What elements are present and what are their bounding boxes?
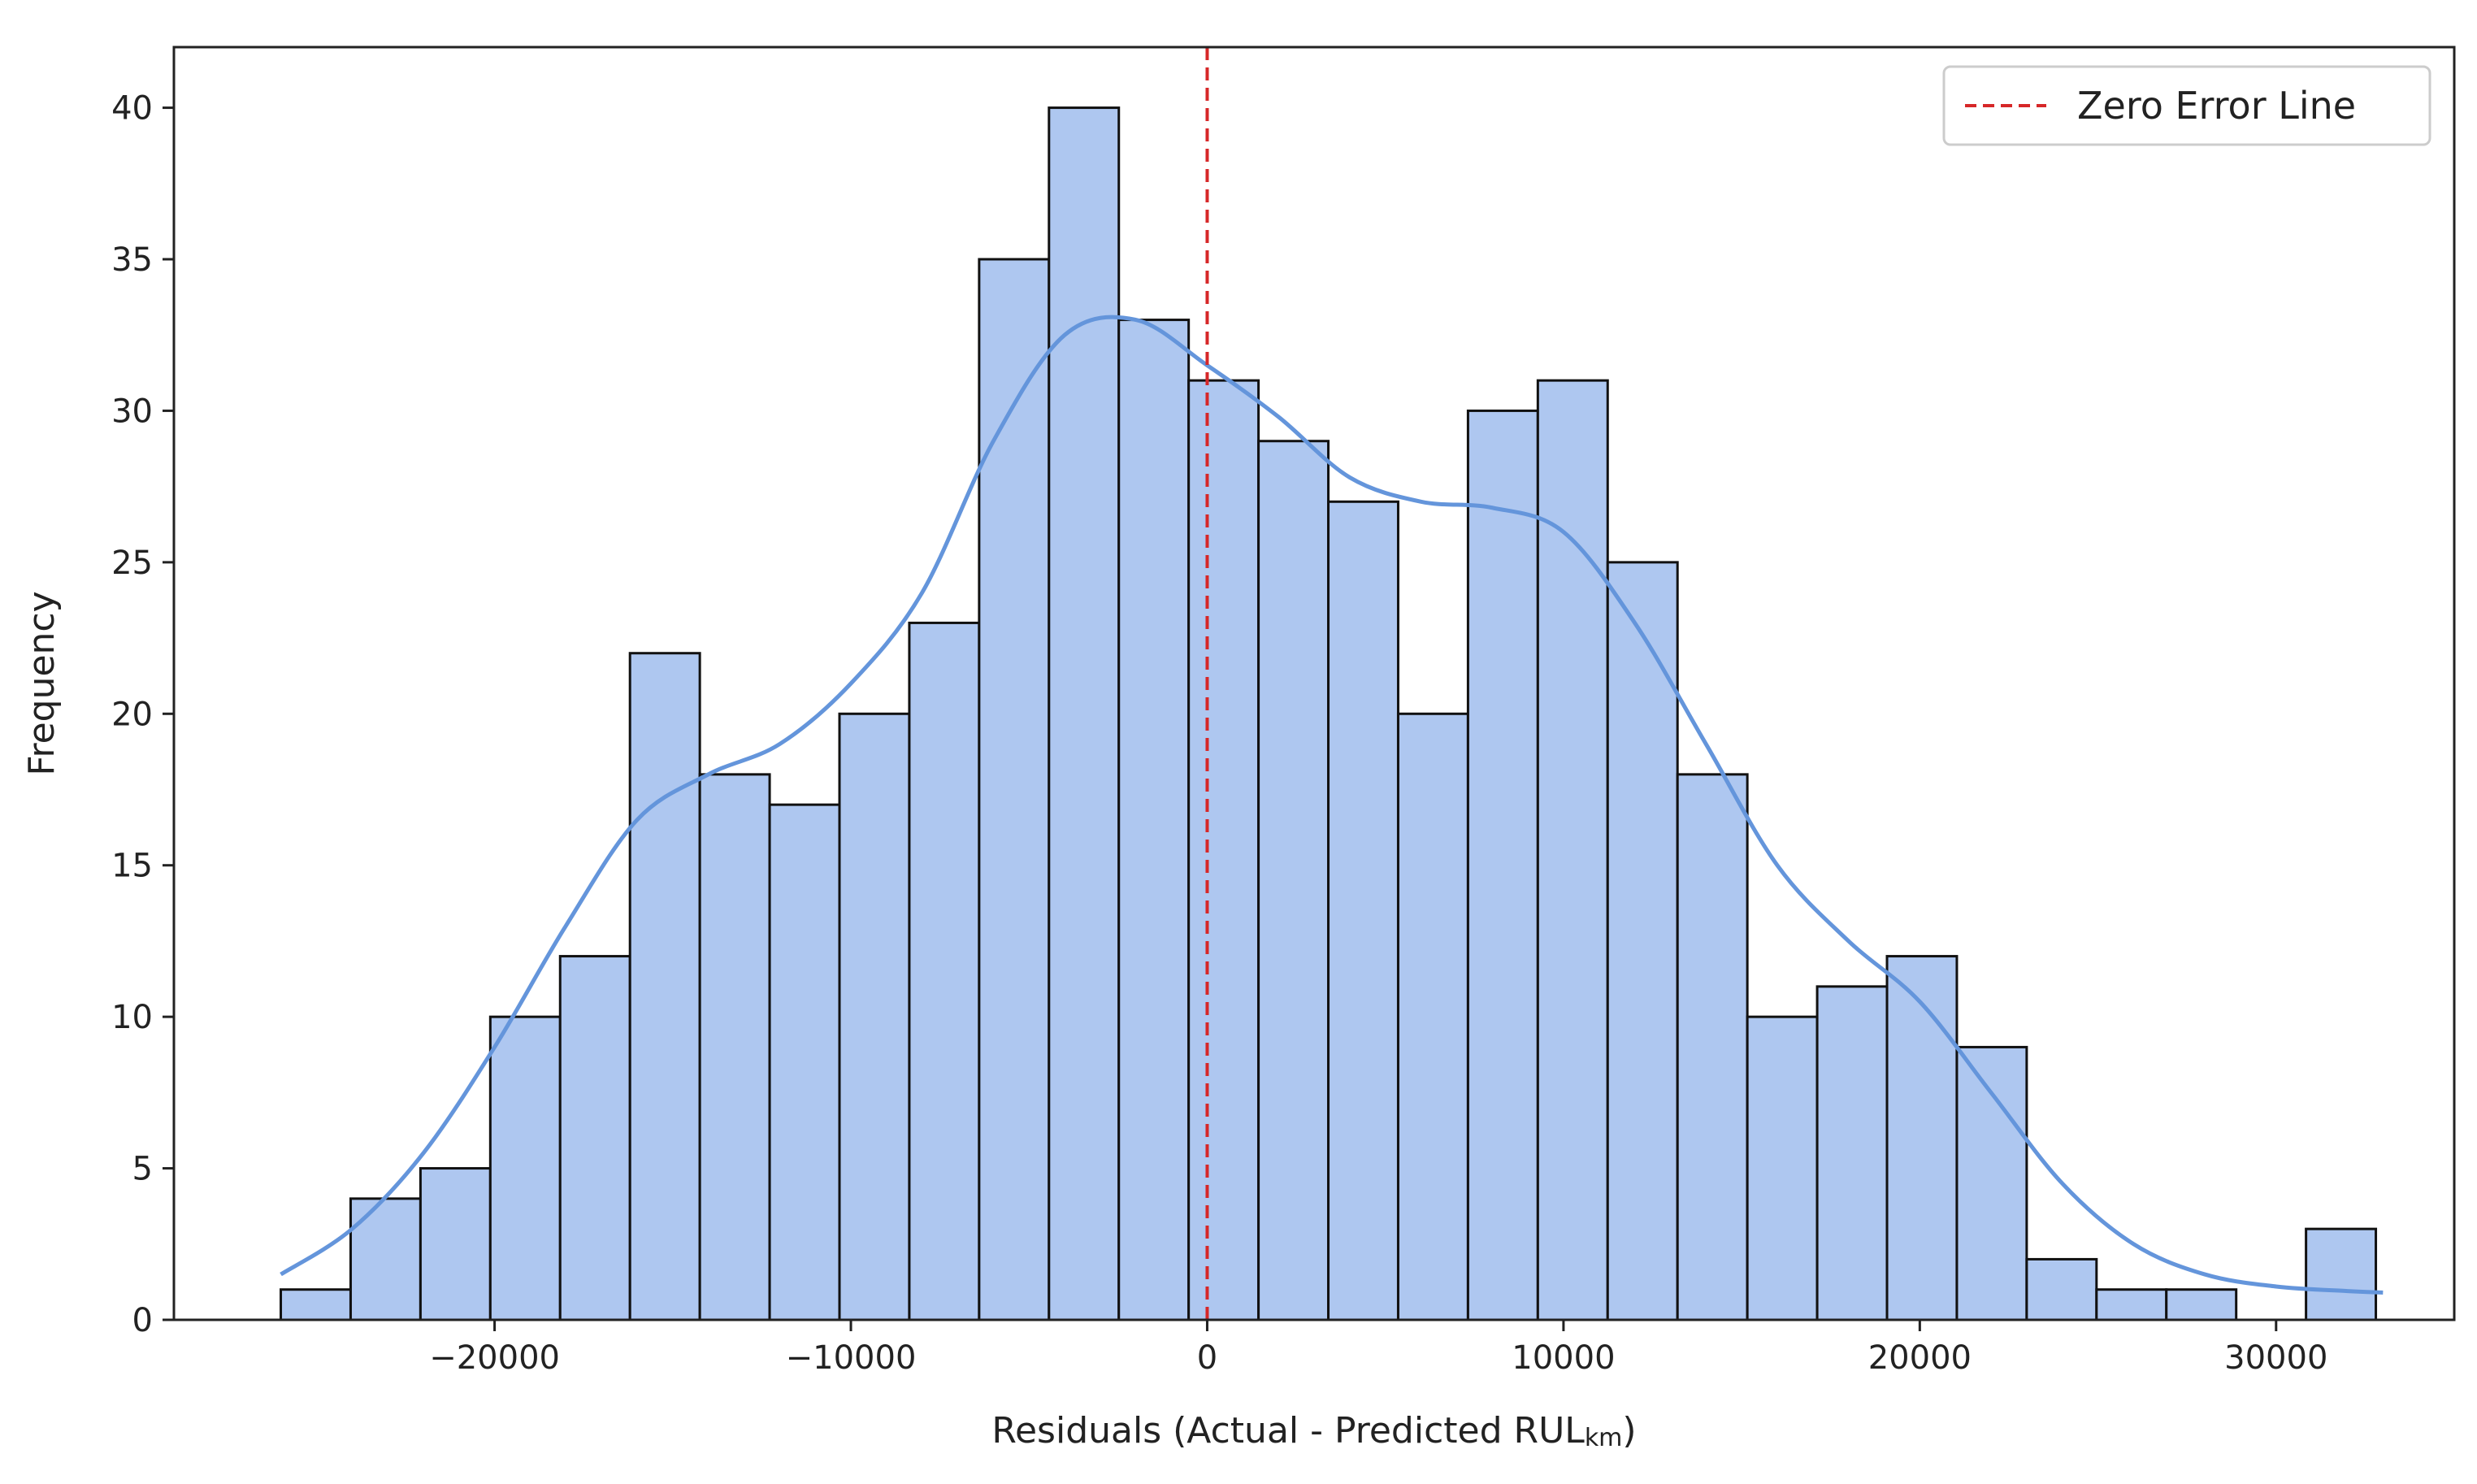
- y-tick-label: 5: [132, 1151, 153, 1188]
- kde-curve-group: [280, 315, 2384, 1295]
- histogram-bar: [558, 955, 631, 1321]
- histogram-bar: [2025, 1257, 2098, 1321]
- y-axis-label: Frequency: [21, 591, 63, 775]
- x-axis-label-main: Residuals (Actual - Predicted RUL: [991, 1410, 1585, 1451]
- histogram-bar: [1466, 409, 1539, 1321]
- histogram-bar: [978, 258, 1051, 1321]
- plot-frame: [172, 46, 2456, 1321]
- histogram-bar: [1327, 500, 1399, 1321]
- x-tick-label: −10000: [786, 1339, 917, 1377]
- y-axis-ticks: 0 5 10 15 20 25 30 35 40: [111, 90, 174, 1339]
- kde-curve: [280, 315, 2384, 1295]
- histogram-bar: [768, 803, 841, 1321]
- histogram-bar: [1676, 773, 1749, 1321]
- histogram-bar: [1955, 1045, 2028, 1321]
- histogram-bar: [2305, 1227, 2378, 1321]
- x-axis-label-subscript: km: [1585, 1424, 1623, 1452]
- histogram-bar: [488, 1015, 562, 1321]
- histogram-bar: [1885, 955, 1959, 1321]
- histogram-bar: [1815, 985, 1889, 1321]
- x-tick-label: 30000: [2224, 1339, 2327, 1377]
- histogram-bar: [280, 1288, 352, 1321]
- histogram-bar: [1257, 440, 1330, 1321]
- y-tick-label: 0: [132, 1302, 153, 1339]
- y-tick-label: 30: [111, 393, 153, 430]
- y-tick-label: 20: [111, 696, 153, 733]
- histogram-bars: [280, 106, 2378, 1321]
- x-tick-label: 20000: [1868, 1339, 1972, 1377]
- histogram-bar: [349, 1197, 422, 1321]
- x-axis-ticks: −20000 −10000 0 10000 20000 30000: [429, 1320, 2327, 1377]
- histogram-bar: [2165, 1288, 2238, 1321]
- histogram-bar: [1746, 1015, 1819, 1321]
- x-tick-label: −20000: [429, 1339, 560, 1377]
- histogram-bar: [838, 712, 911, 1321]
- y-tick-label: 15: [111, 848, 153, 885]
- histogram-bar: [1396, 712, 1469, 1321]
- legend-box: [1942, 65, 2431, 146]
- y-tick-label: 35: [111, 241, 153, 279]
- histogram-bar: [908, 621, 981, 1321]
- histogram-bar: [1048, 106, 1121, 1321]
- y-tick-label: 40: [111, 90, 153, 128]
- y-tick-label: 25: [111, 545, 153, 582]
- histogram-bar: [1117, 319, 1191, 1321]
- legend: Zero Error Line: [1942, 65, 2431, 146]
- y-tick-label: 10: [111, 999, 153, 1036]
- histogram-bar: [628, 652, 701, 1321]
- histogram-bar: [419, 1167, 492, 1321]
- legend-label-zero-error-line: Zero Error Line: [2077, 84, 2356, 128]
- x-axis-label-close: ): [1622, 1410, 1636, 1451]
- x-tick-label: 0: [1197, 1339, 1217, 1377]
- histogram-bar: [1536, 379, 1609, 1321]
- histogram-bar: [698, 773, 771, 1321]
- histogram-bar: [2095, 1288, 2168, 1321]
- histogram-bar: [1187, 379, 1260, 1321]
- x-axis-label: Residuals (Actual - Predicted RULkm): [991, 1410, 1636, 1452]
- x-tick-label: 10000: [1512, 1339, 1615, 1377]
